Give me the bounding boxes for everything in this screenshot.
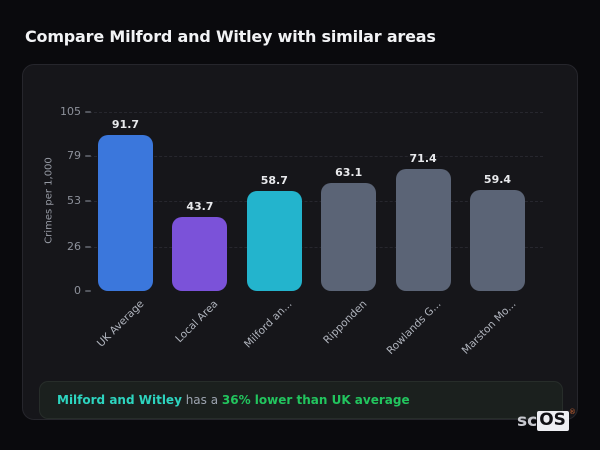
logo-prefix: sc — [517, 411, 538, 431]
gridline — [89, 200, 543, 202]
logo-suffix: OS — [537, 411, 569, 431]
gridline — [89, 246, 543, 248]
bar-ripponden[interactable] — [321, 183, 377, 291]
bar-local-area[interactable] — [172, 216, 228, 291]
bar-chart: Crimes per 1,000 0 26 53 79 105 91.7 UK Averag… — [23, 65, 577, 419]
y-tick-label: 79 — [67, 149, 81, 163]
y-tick-mark — [85, 245, 91, 248]
note-area-name: Milford and Witley — [57, 393, 182, 407]
scos-logo: sc OS ® — [517, 408, 576, 431]
y-tick-mark — [85, 199, 91, 202]
bar-value-label: 71.4 — [409, 152, 437, 166]
note-connector-text: has a — [181, 393, 222, 407]
y-tick-label: 26 — [67, 239, 81, 253]
gridline — [89, 112, 543, 113]
page-title: Compare Milford and Witley with similar … — [25, 27, 436, 46]
bar-value-label: 58.7 — [260, 173, 288, 187]
chart-card: Crimes per 1,000 0 26 53 79 105 91.7 UK Averag… — [22, 64, 578, 420]
bar-value-label: 91.7 — [111, 117, 140, 131]
note-stat-text: 36% lower than UK average — [221, 393, 410, 407]
registered-trademark-icon: ® — [568, 408, 576, 416]
x-axis-label: Ripponden — [320, 298, 370, 347]
x-axis-label: Local Area — [173, 298, 221, 346]
x-axis-label: Marston Mo... — [459, 298, 518, 357]
bar-value-label: 63.1 — [335, 166, 363, 180]
x-axis-label: Rowlands G... — [384, 298, 444, 358]
bar-uk-average[interactable] — [98, 134, 153, 291]
y-tick-mark — [85, 111, 91, 113]
x-axis-label: Milford an... — [242, 298, 295, 351]
bar-rowlands-g[interactable] — [395, 169, 451, 291]
y-tick-label: 105 — [60, 105, 81, 118]
bar-milford-an[interactable] — [246, 190, 302, 291]
comparison-note: Milford and Witley has a 36% lower than … — [39, 381, 563, 419]
gridline — [89, 156, 543, 158]
bar-value-label: 43.7 — [186, 199, 214, 213]
y-tick-mark — [85, 155, 91, 158]
bar-marston-mo[interactable] — [470, 189, 525, 291]
y-tick-label: 53 — [67, 193, 81, 207]
y-tick-mark — [85, 290, 91, 292]
bar-value-label: 59.4 — [483, 172, 512, 186]
y-tick-label: 0 — [74, 284, 81, 297]
x-axis-label: UK Average — [94, 298, 146, 350]
